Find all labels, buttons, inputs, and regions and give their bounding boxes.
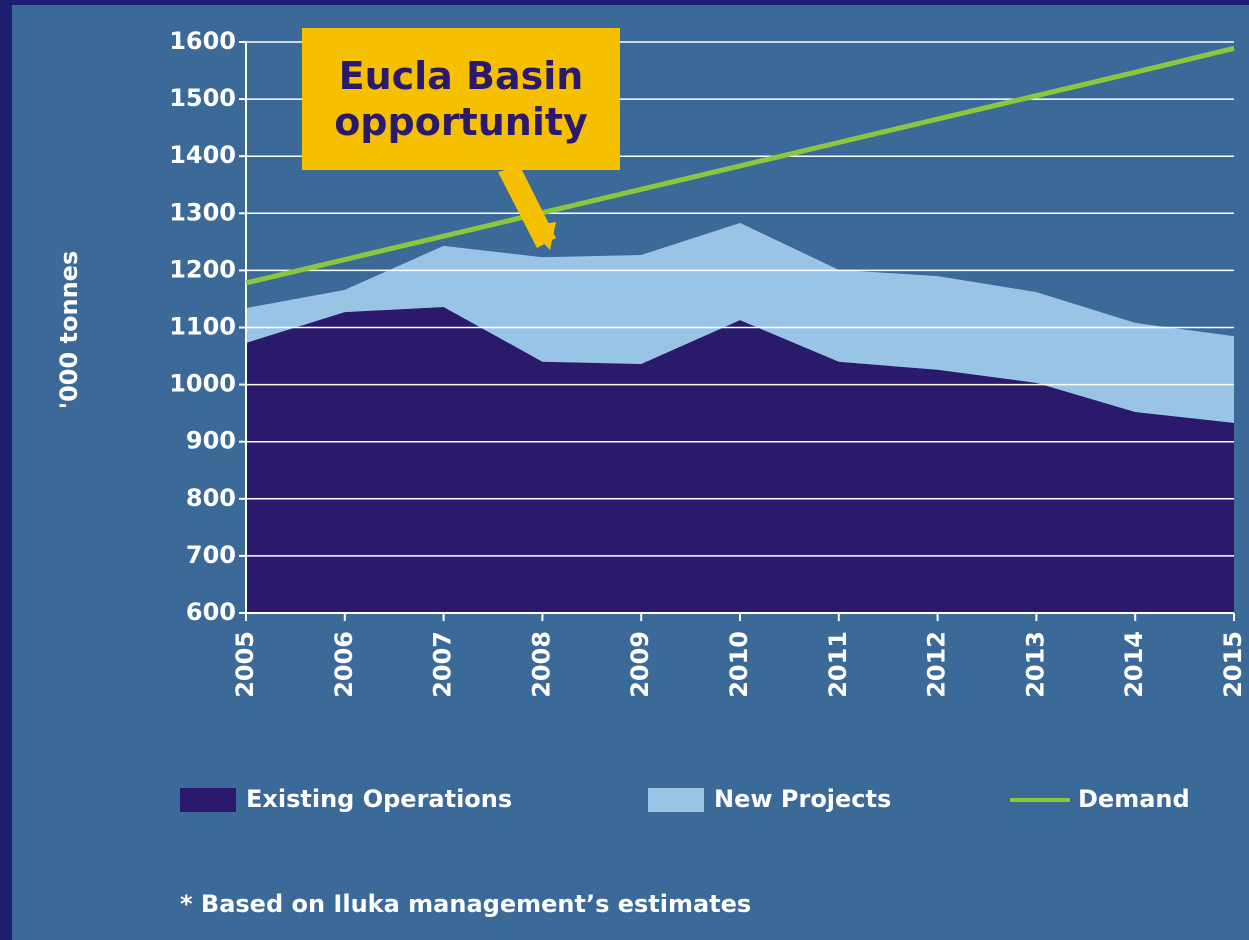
x-tick-label: 2005 bbox=[231, 631, 259, 698]
x-tick-label: 2013 bbox=[1021, 631, 1049, 698]
annotation-arrowhead bbox=[528, 222, 556, 250]
x-tick-label: 2007 bbox=[429, 631, 457, 698]
y-tick-label: 1100 bbox=[169, 313, 236, 341]
x-tick-label: 2008 bbox=[527, 631, 555, 698]
annotation: Eucla Basin opportunity bbox=[302, 28, 620, 170]
y-tick-label: 1500 bbox=[169, 84, 236, 112]
legend-label: Existing Operations bbox=[246, 785, 512, 813]
x-tick-label: 2009 bbox=[626, 631, 654, 698]
legend-swatch bbox=[180, 788, 236, 812]
x-tick-label: 2006 bbox=[330, 631, 358, 698]
y-tick-label: 1200 bbox=[169, 255, 236, 283]
line bbox=[245, 45, 1235, 286]
y-tick-label: 800 bbox=[186, 484, 236, 512]
y-tick-label: 600 bbox=[186, 598, 236, 626]
area bbox=[246, 306, 1234, 613]
y-tick-label: 1400 bbox=[169, 141, 236, 169]
x-tick-label: 2012 bbox=[923, 631, 951, 698]
legend-label: New Projects bbox=[714, 785, 891, 813]
x-tick-label: 2015 bbox=[1219, 631, 1247, 698]
footnote: * Based on Iluka management’s estimates bbox=[180, 890, 751, 918]
y-tick-label: 1300 bbox=[169, 198, 236, 226]
legend-swatch bbox=[648, 788, 704, 812]
y-axis-label: '000 tonnes bbox=[55, 251, 83, 410]
legend-label: Demand bbox=[1078, 785, 1190, 813]
y-tick-label: 1600 bbox=[169, 27, 236, 55]
y-tick-label: 1000 bbox=[169, 370, 236, 398]
y-tick-label: 700 bbox=[186, 541, 236, 569]
y-tick-label: 900 bbox=[186, 427, 236, 455]
area bbox=[246, 223, 1234, 423]
x-tick-label: 2011 bbox=[824, 631, 852, 698]
x-tick-label: 2010 bbox=[725, 631, 753, 698]
x-tick-label: 2014 bbox=[1120, 631, 1148, 698]
